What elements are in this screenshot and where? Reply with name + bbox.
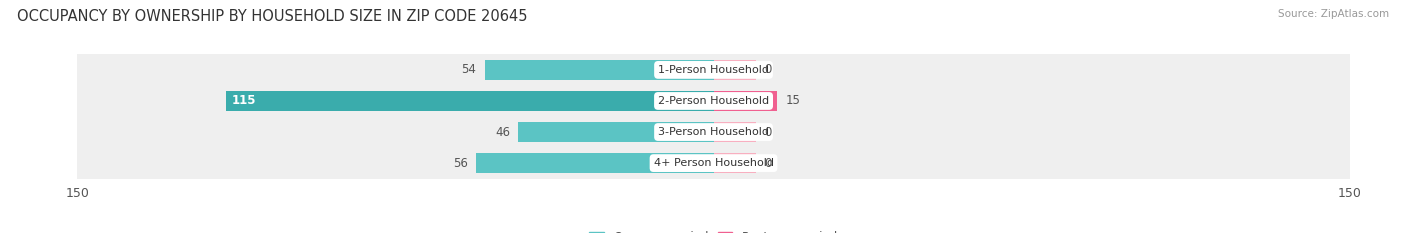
Bar bbox=[714, 122, 756, 142]
Bar bbox=[477, 154, 714, 173]
Bar bbox=[77, 116, 1350, 147]
Text: OCCUPANCY BY OWNERSHIP BY HOUSEHOLD SIZE IN ZIP CODE 20645: OCCUPANCY BY OWNERSHIP BY HOUSEHOLD SIZE… bbox=[17, 9, 527, 24]
Text: 0: 0 bbox=[765, 157, 772, 170]
Text: 56: 56 bbox=[453, 157, 468, 170]
Bar bbox=[77, 86, 1350, 116]
Bar bbox=[77, 147, 1350, 179]
Text: Source: ZipAtlas.com: Source: ZipAtlas.com bbox=[1278, 9, 1389, 19]
Bar bbox=[77, 54, 1350, 86]
Bar bbox=[519, 122, 714, 142]
Text: 1-Person Household: 1-Person Household bbox=[658, 65, 769, 75]
Text: 2-Person Household: 2-Person Household bbox=[658, 96, 769, 106]
Legend: Owner-occupied, Renter-occupied: Owner-occupied, Renter-occupied bbox=[589, 231, 838, 233]
Bar bbox=[714, 60, 756, 79]
Text: 0: 0 bbox=[765, 126, 772, 139]
Bar bbox=[226, 91, 714, 111]
Text: 54: 54 bbox=[461, 63, 477, 76]
Bar bbox=[485, 60, 714, 79]
Text: 46: 46 bbox=[495, 126, 510, 139]
Bar bbox=[714, 154, 756, 173]
Bar bbox=[714, 91, 778, 111]
Text: 4+ Person Household: 4+ Person Household bbox=[654, 158, 773, 168]
Text: 115: 115 bbox=[232, 94, 257, 107]
Text: 0: 0 bbox=[765, 63, 772, 76]
Text: 3-Person Household: 3-Person Household bbox=[658, 127, 769, 137]
Text: 15: 15 bbox=[786, 94, 800, 107]
